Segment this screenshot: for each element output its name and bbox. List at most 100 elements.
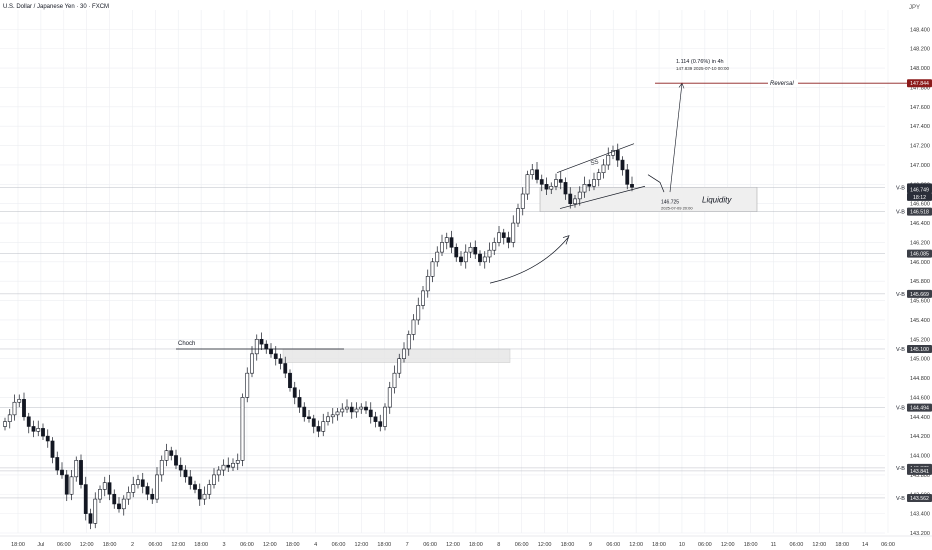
premium-zone [282, 348, 511, 363]
candle-body [188, 476, 193, 485]
candle-body [520, 193, 525, 209]
candle-body [335, 411, 340, 416]
candle-body [383, 406, 387, 427]
candle-body [468, 246, 473, 253]
candle-body [121, 498, 126, 510]
x-tick-label: 18:00 [652, 542, 666, 548]
candle-body [283, 363, 288, 374]
price-badge-label: 143.841 [910, 469, 929, 475]
liquidity-label: Liquidity [702, 195, 732, 204]
source-label-2: 2025-07-09 20:00 [661, 206, 693, 211]
candle-body [174, 455, 178, 466]
price-badge [907, 466, 932, 475]
candle-body [511, 222, 516, 243]
candle-body [278, 358, 283, 364]
candle-body [411, 319, 416, 335]
candle-body [207, 484, 212, 495]
candle-body [444, 237, 449, 243]
y-tick-label: 148.400 [910, 27, 930, 33]
candle-body [250, 353, 254, 374]
candle-body [568, 193, 573, 205]
x-tick-label: 12:00 [629, 542, 643, 548]
candle-body [12, 401, 17, 416]
candle-body [240, 397, 245, 461]
ss-label: SS [590, 159, 599, 167]
candle-body [630, 184, 634, 188]
y-tick-label: 145.600 [910, 299, 930, 305]
price-badge-label: 146.749 [910, 187, 929, 193]
candle-body [606, 154, 611, 166]
candle-body [297, 397, 302, 408]
x-tick-label: 2 [131, 542, 134, 548]
candle-body [83, 484, 88, 514]
x-tick-label: 06:00 [332, 542, 346, 548]
candle-body [387, 387, 392, 408]
symbol-title: U.S. Dollar / Japanese Yen · 30 · FXCM [3, 4, 110, 10]
candle-body [41, 428, 45, 437]
price-badge-label: 18:12 [913, 195, 926, 201]
candle-body [22, 399, 26, 418]
x-tick-label: Jul [37, 542, 44, 548]
candle-body [164, 450, 169, 461]
x-tick-label: 18:00 [561, 542, 575, 548]
curve-arrow [489, 237, 569, 284]
x-tick-label: 18:00 [377, 542, 391, 548]
vb-label: V-B [896, 347, 905, 353]
y-axis: 148.400 148.200 148.000 147.800 147.600 147.4… [910, 27, 930, 537]
candle-body [340, 408, 345, 413]
y-tick-label: 148.000 [910, 66, 930, 72]
y-tick-label: 144.800 [910, 376, 930, 382]
candle-body [321, 421, 326, 432]
x-tick-label: 18:00 [194, 542, 208, 548]
y-tick-label: 146.000 [910, 260, 930, 266]
candle-body [349, 406, 354, 413]
x-tick-label: 7 [406, 542, 409, 548]
candle-body [478, 253, 482, 263]
price-badge-label: 147.844 [910, 81, 929, 87]
candle-body [492, 242, 497, 251]
vb-label: V-B [896, 185, 905, 191]
candle-body [202, 493, 207, 500]
candle-body [539, 179, 544, 185]
candle-body [625, 169, 630, 185]
candle-body [55, 457, 60, 471]
x-tick-label: 12:00 [171, 542, 185, 548]
candle-body [254, 338, 259, 355]
candle-body [506, 237, 511, 243]
candle-body [64, 474, 69, 495]
y-tick-label: 144.000 [910, 454, 930, 460]
x-tick-label: 12:00 [263, 542, 277, 548]
channel-upper [556, 143, 635, 174]
x-tick-label: 06:00 [240, 542, 254, 548]
candle-body [516, 208, 520, 224]
vb-label: V-B [896, 292, 905, 298]
candle-body [615, 150, 620, 161]
candle-body [558, 179, 563, 183]
x-tick-label: 12:00 [446, 542, 460, 548]
candle-body [155, 474, 159, 500]
candle-body [582, 184, 587, 193]
target-label-2: 147.839 2025-07-10 00:00 [676, 66, 730, 71]
y-tick-label: 145.000 [910, 357, 930, 363]
x-tick-label: 18:00 [744, 542, 758, 548]
candle-body [136, 479, 140, 485]
x-tick-label: 8 [497, 542, 500, 548]
candle-body [311, 418, 316, 427]
candle-body [326, 416, 330, 422]
candle-body [544, 184, 549, 190]
candle-body [60, 469, 64, 476]
x-tick-label: 12:00 [355, 542, 369, 548]
x-tick-label: 06:00 [881, 542, 895, 548]
candle-body [107, 482, 112, 495]
x-tick-label: 4 [314, 542, 317, 548]
price-badge [907, 403, 932, 412]
candle-body [525, 174, 530, 195]
price-badge [907, 493, 932, 502]
candle-body [601, 164, 606, 174]
candle-body [264, 343, 269, 350]
y-tick-label: 143.400 [910, 512, 930, 518]
y-tick-label: 146.600 [910, 202, 930, 208]
candle-body [36, 428, 41, 432]
candle-body [98, 489, 102, 500]
